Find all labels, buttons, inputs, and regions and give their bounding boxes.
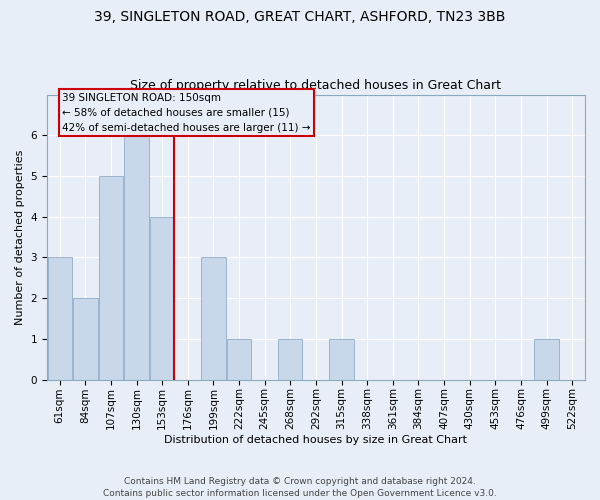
Text: Contains HM Land Registry data © Crown copyright and database right 2024.
Contai: Contains HM Land Registry data © Crown c… [103,476,497,498]
Text: 39, SINGLETON ROAD, GREAT CHART, ASHFORD, TN23 3BB: 39, SINGLETON ROAD, GREAT CHART, ASHFORD… [94,10,506,24]
X-axis label: Distribution of detached houses by size in Great Chart: Distribution of detached houses by size … [164,435,467,445]
Bar [150,217,175,380]
Bar [73,298,98,380]
Bar [99,176,123,380]
Bar [201,258,226,380]
Title: Size of property relative to detached houses in Great Chart: Size of property relative to detached ho… [130,79,502,92]
Bar [227,339,251,380]
Bar [535,339,559,380]
Y-axis label: Number of detached properties: Number of detached properties [15,150,25,325]
Text: 39 SINGLETON ROAD: 150sqm
← 58% of detached houses are smaller (15)
42% of semi-: 39 SINGLETON ROAD: 150sqm ← 58% of detac… [62,93,311,132]
Bar [278,339,302,380]
Bar [124,136,149,380]
Bar [47,258,72,380]
Bar [329,339,354,380]
